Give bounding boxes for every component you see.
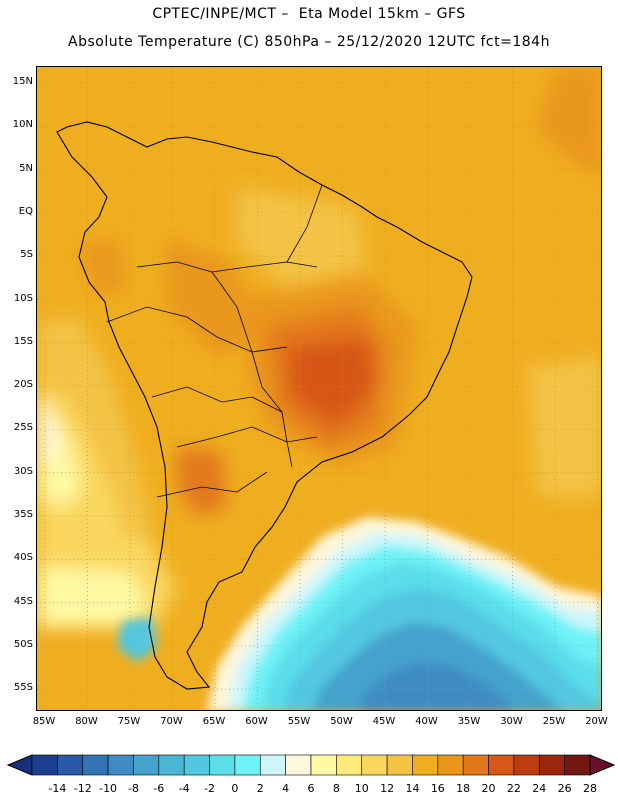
temperature-map (37, 67, 601, 710)
colorbar-swatch (31, 754, 58, 776)
colorbar-label: -14 (48, 782, 67, 795)
colorbar-swatch (564, 754, 591, 776)
colorbar-swatch (158, 754, 185, 776)
coastline (56, 121, 473, 690)
colorbar-swatch (538, 754, 565, 776)
colorbar-swatch (386, 754, 413, 776)
lon-label: 40W (415, 716, 438, 727)
lon-label: 25W (542, 716, 566, 727)
lat-label: 55S (13, 682, 33, 694)
colorbar-label: -4 (178, 782, 190, 795)
colorbar-swatch (107, 754, 134, 776)
colorbar-swatch (183, 754, 210, 776)
colorbar-label: -10 (99, 782, 118, 795)
colorbar-swatch (462, 754, 489, 776)
colorbar-label: 22 (506, 782, 521, 795)
colorbar-swatch (82, 754, 109, 776)
colorbar-swatch (57, 754, 84, 776)
map-title-line2: Absolute Temperature (C) 850hPa – 25/12/… (68, 34, 550, 50)
colorbar-under-arrow (6, 754, 33, 776)
lon-label: 50W (330, 716, 353, 727)
colorbar-swatch (513, 754, 540, 776)
colorbar-label: 26 (557, 782, 572, 795)
colorbar-swatch (310, 754, 337, 776)
lat-label: 10N (12, 119, 33, 131)
lon-label: 65W (202, 716, 226, 727)
colorbar-over-arrow (589, 754, 616, 776)
colorbar (6, 754, 616, 776)
lat-label: 15N (12, 76, 33, 87)
lon-label: 85W (32, 716, 56, 727)
lat-label: 45S (13, 595, 33, 607)
lon-label: 60W (245, 716, 268, 727)
lat-label: 40S (13, 552, 33, 564)
colorbar-swatch (437, 754, 464, 776)
colorbar-label: 18 (456, 782, 471, 795)
colorbar-label: -12 (73, 782, 92, 795)
lon-label: 80W (75, 716, 98, 727)
lon-label: 55W (287, 716, 311, 727)
colorbar-swatch (412, 754, 439, 776)
map-panel (36, 66, 602, 711)
colorbar-label: 8 (332, 782, 340, 795)
colorbar-label: 10 (354, 782, 369, 795)
colorbar-label: 6 (307, 782, 315, 795)
lon-label: 20W (585, 716, 608, 727)
lon-label: 75W (117, 716, 141, 727)
colorbar-label: 2 (256, 782, 264, 795)
colorbar-label: 28 (583, 782, 597, 795)
lat-label: 25S (13, 422, 33, 434)
country-borders (106, 184, 323, 498)
cold-water-region (117, 517, 601, 710)
colorbar-swatch (488, 754, 515, 776)
colorbar-label: -6 (153, 782, 165, 795)
colorbar-swatch (336, 754, 363, 776)
colorbar-label: -2 (204, 782, 216, 795)
colorbar-swatch (285, 754, 312, 776)
lat-label: 35S (13, 509, 33, 520)
colorbar-label: 4 (282, 782, 290, 795)
colorbar-label: 16 (430, 782, 445, 795)
colorbar-swatch (234, 754, 261, 776)
lat-label: EQ (18, 205, 33, 217)
colorbar-label: 12 (380, 782, 395, 795)
map-title-line1: CPTEC/INPE/MCT – Eta Model 15km – GFS (152, 6, 466, 22)
colorbar-label: 24 (532, 782, 547, 795)
colorbar-label: -8 (127, 782, 139, 795)
lon-label: 35W (457, 716, 481, 727)
colorbar-swatch (209, 754, 236, 776)
temperature-field (37, 67, 601, 627)
lat-label: 50S (13, 638, 33, 650)
colorbar-swatch (259, 754, 286, 776)
colorbar-swatch (133, 754, 160, 776)
lat-label: 30S (13, 465, 33, 477)
lat-label: 20S (13, 379, 33, 391)
lon-label: 70W (160, 716, 183, 727)
colorbar-label: 0 (231, 782, 239, 795)
lat-label: 10S (13, 292, 33, 304)
lon-label: 45W (372, 716, 396, 727)
colorbar-swatch (361, 754, 388, 776)
lon-label: 30W (500, 716, 523, 727)
lat-label: 5S (20, 249, 33, 261)
colorbar-label: 14 (405, 782, 420, 795)
colorbar-label: 20 (481, 782, 496, 795)
lat-label: 5N (19, 162, 33, 174)
lat-label: 15S (13, 335, 33, 347)
